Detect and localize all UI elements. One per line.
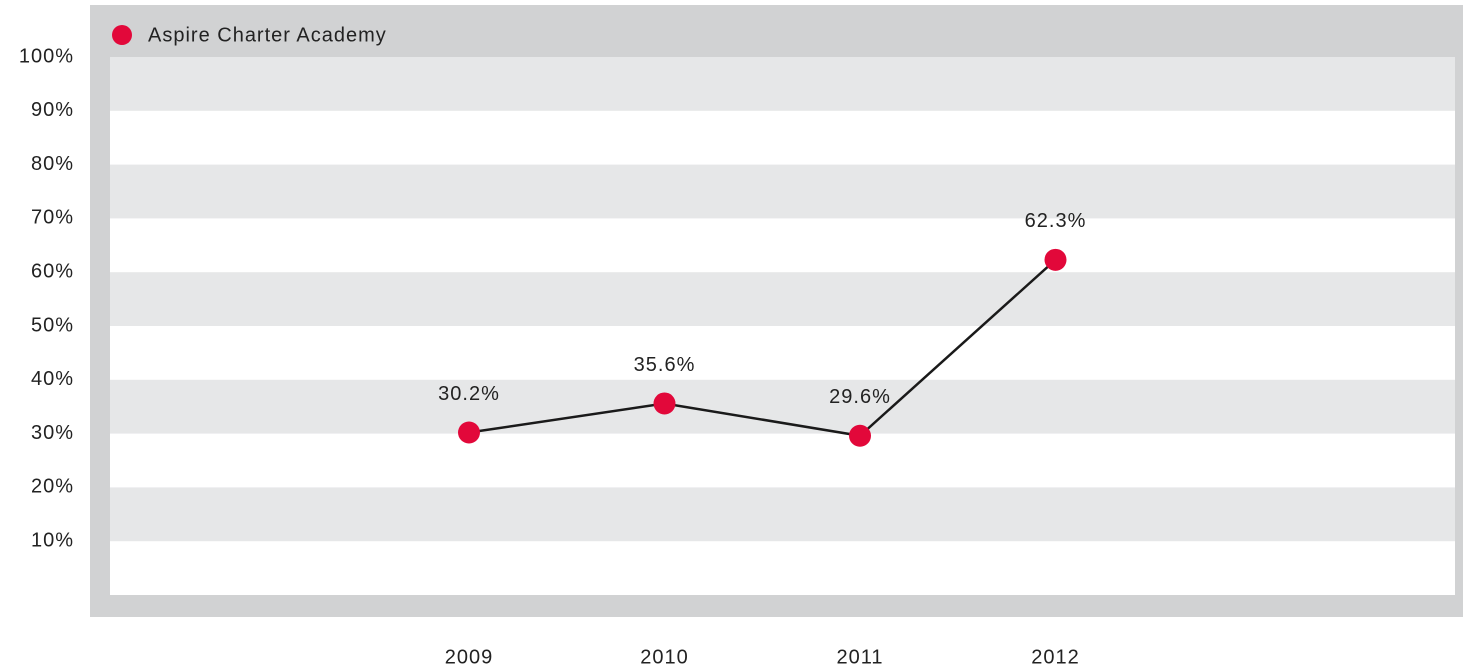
- y-tick-label: 40%: [31, 368, 74, 390]
- y-tick-label: 50%: [31, 314, 74, 336]
- grid-band: [110, 379, 1455, 434]
- y-tick-label: 10%: [31, 529, 74, 551]
- y-tick-label: 100%: [19, 45, 74, 67]
- data-label: 35.6%: [634, 354, 696, 376]
- series-line: [468, 258, 1057, 438]
- grid-band: [110, 272, 1455, 326]
- x-tick-label: 2011: [836, 646, 883, 668]
- y-tick-label: 80%: [31, 153, 74, 175]
- y-tick-label: 70%: [31, 207, 74, 229]
- data-point: [1044, 248, 1067, 271]
- x-tick-label: 2010: [640, 646, 689, 668]
- legend-marker: [112, 25, 132, 45]
- data-point: [653, 392, 676, 415]
- data-label: 29.6%: [829, 386, 891, 408]
- grid-band: [110, 487, 1455, 542]
- y-tick-label: 60%: [31, 260, 74, 282]
- legend-label: Aspire Charter Academy: [148, 24, 387, 46]
- grid-band: [110, 164, 1455, 219]
- y-tick-label: 20%: [31, 476, 74, 498]
- y-tick-label: 90%: [31, 99, 74, 121]
- data-label: 30.2%: [438, 383, 500, 405]
- data-label: 62.3%: [1025, 210, 1087, 232]
- y-tick-label: 30%: [31, 422, 74, 444]
- x-tick-label: 2009: [445, 646, 494, 668]
- data-point: [458, 421, 480, 444]
- x-tick-label: 2012: [1031, 646, 1080, 668]
- data-point: [849, 424, 871, 447]
- grid-band: [110, 57, 1455, 111]
